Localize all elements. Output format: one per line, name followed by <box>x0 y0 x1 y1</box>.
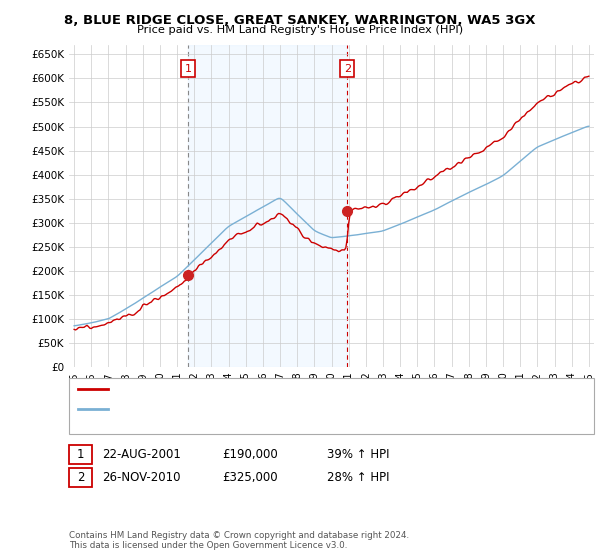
Text: 39% ↑ HPI: 39% ↑ HPI <box>327 448 389 461</box>
Text: 26-NOV-2010: 26-NOV-2010 <box>102 470 181 484</box>
Text: 1: 1 <box>185 64 192 74</box>
Text: HPI: Average price, detached house, Warrington: HPI: Average price, detached house, Warr… <box>115 404 366 414</box>
Text: 2: 2 <box>77 470 84 484</box>
Text: £190,000: £190,000 <box>222 448 278 461</box>
Text: Contains HM Land Registry data © Crown copyright and database right 2024.
This d: Contains HM Land Registry data © Crown c… <box>69 530 409 550</box>
Text: 22-AUG-2001: 22-AUG-2001 <box>102 448 181 461</box>
Text: 8, BLUE RIDGE CLOSE, GREAT SANKEY, WARRINGTON, WA5 3GX: 8, BLUE RIDGE CLOSE, GREAT SANKEY, WARRI… <box>64 14 536 27</box>
Text: Price paid vs. HM Land Registry's House Price Index (HPI): Price paid vs. HM Land Registry's House … <box>137 25 463 35</box>
Text: 1: 1 <box>77 448 84 461</box>
Bar <box>188 45 347 367</box>
Text: 28% ↑ HPI: 28% ↑ HPI <box>327 470 389 484</box>
Text: 8, BLUE RIDGE CLOSE, GREAT SANKEY, WARRINGTON, WA5 3GX (detached house): 8, BLUE RIDGE CLOSE, GREAT SANKEY, WARRI… <box>115 384 542 394</box>
Text: 2: 2 <box>344 64 351 74</box>
Text: £325,000: £325,000 <box>222 470 278 484</box>
